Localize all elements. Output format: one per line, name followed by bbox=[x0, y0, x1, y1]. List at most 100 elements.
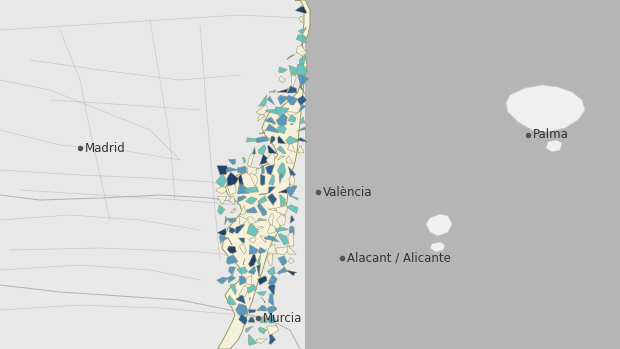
Polygon shape bbox=[268, 294, 274, 306]
Polygon shape bbox=[246, 197, 257, 204]
Polygon shape bbox=[300, 6, 303, 7]
Polygon shape bbox=[268, 213, 273, 226]
Polygon shape bbox=[239, 285, 249, 297]
Polygon shape bbox=[300, 84, 305, 94]
Polygon shape bbox=[268, 174, 275, 185]
Polygon shape bbox=[277, 206, 288, 215]
Polygon shape bbox=[277, 146, 286, 154]
Polygon shape bbox=[279, 76, 286, 83]
Polygon shape bbox=[286, 270, 297, 276]
Polygon shape bbox=[246, 138, 259, 142]
Polygon shape bbox=[230, 284, 236, 295]
Polygon shape bbox=[237, 166, 246, 173]
Polygon shape bbox=[296, 138, 308, 142]
Polygon shape bbox=[0, 0, 305, 349]
Polygon shape bbox=[258, 247, 267, 254]
Polygon shape bbox=[229, 267, 236, 276]
Polygon shape bbox=[216, 174, 227, 187]
Polygon shape bbox=[239, 314, 247, 325]
Polygon shape bbox=[249, 237, 256, 243]
Polygon shape bbox=[299, 55, 306, 67]
Polygon shape bbox=[239, 245, 246, 254]
Polygon shape bbox=[237, 196, 247, 203]
Polygon shape bbox=[257, 305, 267, 311]
Polygon shape bbox=[286, 205, 298, 214]
Polygon shape bbox=[275, 227, 288, 232]
Polygon shape bbox=[287, 245, 296, 254]
Polygon shape bbox=[288, 166, 296, 176]
Polygon shape bbox=[268, 315, 276, 323]
Polygon shape bbox=[267, 306, 277, 314]
Polygon shape bbox=[278, 136, 286, 144]
Polygon shape bbox=[286, 156, 293, 163]
Polygon shape bbox=[265, 117, 276, 124]
Text: Madrid: Madrid bbox=[85, 141, 126, 155]
Polygon shape bbox=[249, 334, 257, 346]
Polygon shape bbox=[275, 247, 288, 255]
Polygon shape bbox=[247, 224, 259, 236]
Polygon shape bbox=[249, 297, 250, 300]
Polygon shape bbox=[290, 216, 294, 223]
Polygon shape bbox=[219, 236, 229, 244]
Polygon shape bbox=[218, 228, 226, 236]
Polygon shape bbox=[243, 259, 245, 265]
Polygon shape bbox=[267, 325, 279, 336]
Polygon shape bbox=[289, 226, 294, 235]
Polygon shape bbox=[260, 174, 265, 186]
Polygon shape bbox=[267, 266, 275, 275]
Polygon shape bbox=[296, 45, 307, 55]
Polygon shape bbox=[299, 117, 305, 124]
Polygon shape bbox=[246, 275, 252, 285]
Polygon shape bbox=[239, 216, 247, 225]
Polygon shape bbox=[240, 205, 246, 215]
Polygon shape bbox=[277, 125, 286, 134]
Polygon shape bbox=[288, 142, 295, 153]
Polygon shape bbox=[228, 238, 232, 245]
Polygon shape bbox=[278, 95, 288, 105]
Polygon shape bbox=[268, 224, 276, 233]
Polygon shape bbox=[262, 165, 265, 174]
Polygon shape bbox=[242, 157, 246, 163]
Polygon shape bbox=[257, 254, 261, 266]
Polygon shape bbox=[235, 224, 244, 234]
Polygon shape bbox=[265, 165, 274, 175]
Polygon shape bbox=[226, 167, 239, 172]
Polygon shape bbox=[258, 114, 265, 121]
Polygon shape bbox=[249, 173, 258, 186]
Text: Alacant / Alicante: Alacant / Alicante bbox=[347, 252, 451, 265]
Polygon shape bbox=[218, 205, 225, 215]
Polygon shape bbox=[297, 127, 306, 131]
Polygon shape bbox=[506, 85, 585, 132]
Polygon shape bbox=[278, 256, 287, 266]
Polygon shape bbox=[275, 107, 289, 117]
Polygon shape bbox=[247, 153, 254, 167]
Polygon shape bbox=[267, 244, 277, 256]
Polygon shape bbox=[259, 132, 265, 134]
Polygon shape bbox=[277, 114, 288, 126]
Polygon shape bbox=[269, 90, 276, 92]
Polygon shape bbox=[246, 207, 257, 213]
Polygon shape bbox=[279, 173, 283, 184]
Polygon shape bbox=[267, 96, 275, 105]
Polygon shape bbox=[217, 196, 227, 205]
Polygon shape bbox=[286, 111, 298, 116]
Polygon shape bbox=[216, 186, 226, 194]
Polygon shape bbox=[267, 193, 277, 206]
Polygon shape bbox=[286, 95, 298, 105]
Polygon shape bbox=[259, 154, 268, 165]
Polygon shape bbox=[258, 144, 266, 155]
Polygon shape bbox=[229, 195, 234, 205]
Polygon shape bbox=[228, 275, 236, 283]
Polygon shape bbox=[286, 136, 299, 144]
Polygon shape bbox=[249, 310, 256, 313]
Polygon shape bbox=[296, 35, 308, 43]
Polygon shape bbox=[257, 203, 267, 216]
Polygon shape bbox=[277, 267, 287, 274]
Polygon shape bbox=[289, 195, 298, 200]
Polygon shape bbox=[268, 145, 277, 154]
Polygon shape bbox=[298, 27, 306, 35]
Polygon shape bbox=[249, 254, 257, 267]
Polygon shape bbox=[289, 174, 294, 186]
Polygon shape bbox=[295, 6, 307, 14]
Polygon shape bbox=[278, 67, 287, 73]
